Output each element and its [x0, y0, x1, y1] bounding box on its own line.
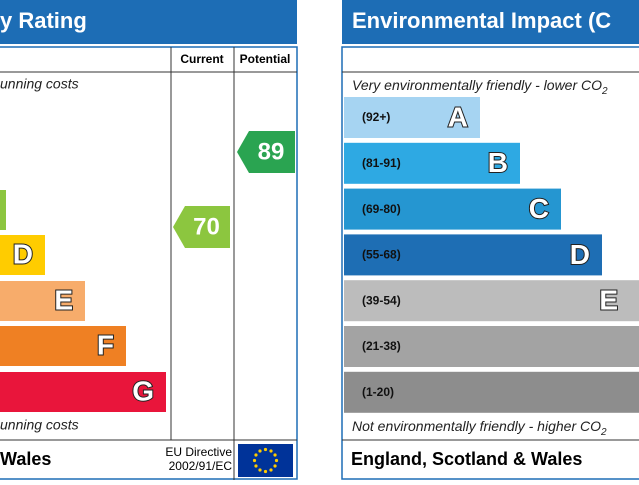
note-text: Very environmentally friendly - lower CO [352, 77, 602, 93]
band-letter: C [529, 193, 549, 224]
band [344, 97, 480, 138]
header-bar [0, 0, 297, 44]
note: Very environmentally friendly - lower CO… [352, 77, 608, 97]
band-letter: G [132, 375, 154, 406]
band [344, 188, 561, 230]
star [274, 458, 279, 463]
band-letter: F [97, 329, 114, 360]
note-sub: 2 [601, 86, 608, 97]
band [344, 280, 639, 322]
band [0, 190, 6, 230]
band [344, 234, 602, 276]
column-header: Potential [240, 52, 291, 66]
star [254, 453, 258, 457]
band-letter: E [599, 285, 618, 316]
footer: England, Scotland & Wales [351, 449, 582, 469]
band [344, 371, 639, 413]
star [263, 469, 268, 474]
star [273, 453, 277, 457]
band-letter: D [13, 238, 33, 269]
band-range: (69-80) [362, 202, 401, 216]
frame [0, 46, 298, 480]
current-arrow [173, 206, 230, 248]
directive: EU Directive [165, 445, 232, 459]
star [263, 447, 268, 452]
note: Not environmentally friendly - higher CO… [352, 418, 607, 438]
star [273, 464, 277, 468]
footer: Wales [0, 449, 51, 469]
title: Environmental Impact (C [352, 8, 611, 33]
potential-value: 89 [258, 138, 285, 165]
column-header: Current [180, 52, 223, 66]
star [252, 458, 257, 463]
star [258, 468, 262, 472]
band-letter: A [448, 101, 468, 132]
band [344, 326, 639, 367]
star [258, 449, 262, 453]
band-range: (1-20) [362, 385, 394, 399]
band-letter: B [488, 147, 508, 178]
header-bar [342, 0, 639, 44]
title: y Rating [0, 8, 87, 33]
band-range: (55-68) [362, 248, 401, 262]
star [254, 464, 258, 468]
band [0, 235, 45, 275]
note: unning costs [0, 417, 79, 433]
potential-arrow [237, 131, 295, 173]
current-value: 70 [193, 213, 220, 240]
band-range: (39-54) [362, 293, 401, 307]
note-text: Not environmentally friendly - higher CO [352, 418, 601, 434]
band [344, 142, 520, 184]
note: unning costs [0, 76, 79, 92]
band-letter: E [54, 284, 73, 315]
band [0, 281, 85, 321]
band [0, 372, 166, 412]
band-range: (92+) [362, 110, 390, 124]
band-range: (81-91) [362, 156, 401, 170]
band-range: (21-38) [362, 339, 401, 353]
directive: 2002/91/EC [169, 459, 233, 473]
eu-stars [252, 447, 279, 474]
band-letter: D [570, 239, 590, 270]
frame [341, 46, 639, 480]
note-sub: 2 [600, 427, 607, 438]
band [0, 326, 126, 366]
star [269, 449, 273, 453]
star [269, 468, 273, 472]
